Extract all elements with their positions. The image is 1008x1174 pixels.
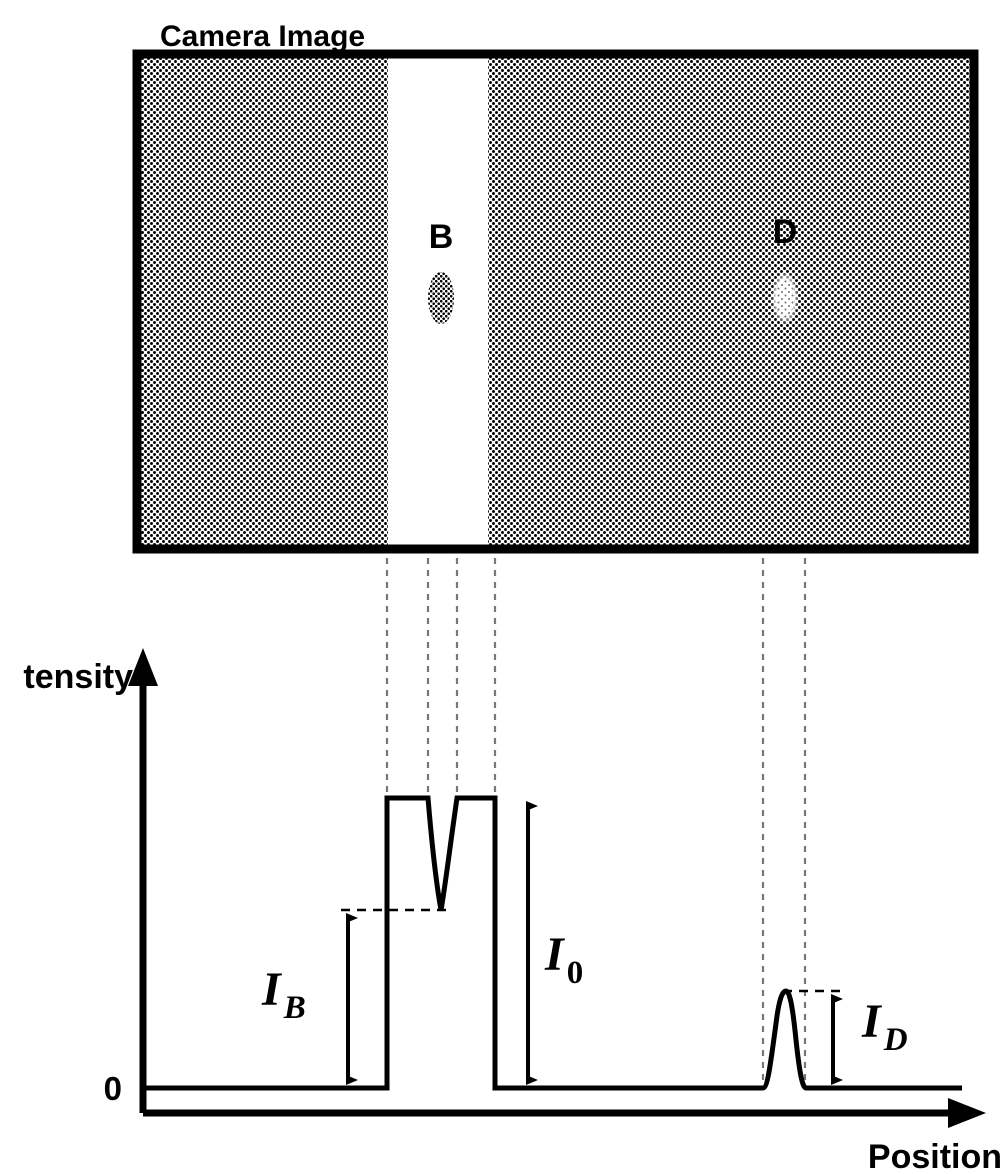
ib-label: IB [261,963,306,1026]
x-axis-label: Position [868,1138,1002,1174]
camera-image-panel: B D [132,49,979,554]
level-reference-lines [341,908,845,993]
x-axis-arrowhead [948,1098,986,1128]
i0-subscript: 0 [567,955,584,991]
y-axis-zero-tick-label: 0 [104,1070,122,1107]
camera-field-stipple [137,54,974,549]
id-symbol: I [861,995,883,1048]
id-subscript: D [883,1022,908,1058]
measurement-labels: IB I0 ID [261,928,908,1058]
feature-blob-d-core [776,278,794,318]
page-title: Camera Image [160,20,365,53]
intensity-profile-curve [143,795,962,1091]
ib-symbol: I [261,963,283,1016]
plot-axes: tensity Position 0 [23,648,1002,1174]
measurement-arrows [346,801,843,1085]
id-label: ID [861,995,908,1058]
i0-symbol: I [544,928,566,981]
profile-path [143,795,962,1091]
ib-subscript: B [283,990,306,1026]
feature-label-b: B [429,218,454,256]
feature-blob-b [428,272,454,324]
vertical-guide-lines [385,558,807,1085]
feature-label-d: D [773,213,798,251]
i0-label: I0 [544,928,583,991]
y-axis-label: tensity [23,658,133,696]
camera-image-border [132,49,979,554]
y-axis-arrowhead [128,648,158,686]
